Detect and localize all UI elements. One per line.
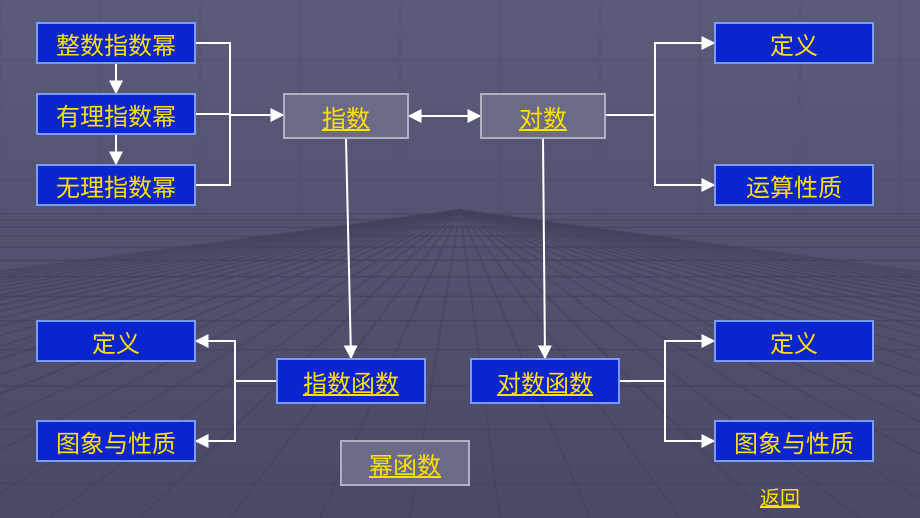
node-int_exp: 整数指数幂: [36, 22, 196, 64]
node-prop_r: 运算性质: [714, 164, 874, 206]
node-def_l: 定义: [36, 320, 196, 362]
node-exponent[interactable]: 指数: [283, 93, 409, 139]
node-exp_fn[interactable]: 指数函数: [276, 358, 426, 404]
diagram-stage: 整数指数幂有理指数幂无理指数幂指数对数定义运算性质定义图象与性质指数函数对数函数…: [0, 0, 920, 518]
node-log_fn[interactable]: 对数函数: [470, 358, 620, 404]
node-def_r: 定义: [714, 22, 874, 64]
node-irr_exp: 无理指数幂: [36, 164, 196, 206]
node-rat_exp: 有理指数幂: [36, 93, 196, 135]
node-def_r2: 定义: [714, 320, 874, 362]
node-logarithm[interactable]: 对数: [480, 93, 606, 139]
node-img_r: 图象与性质: [714, 420, 874, 462]
node-pow_fn[interactable]: 幂函数: [340, 440, 470, 486]
back-link[interactable]: 返回: [760, 482, 800, 511]
node-img_l: 图象与性质: [36, 420, 196, 462]
